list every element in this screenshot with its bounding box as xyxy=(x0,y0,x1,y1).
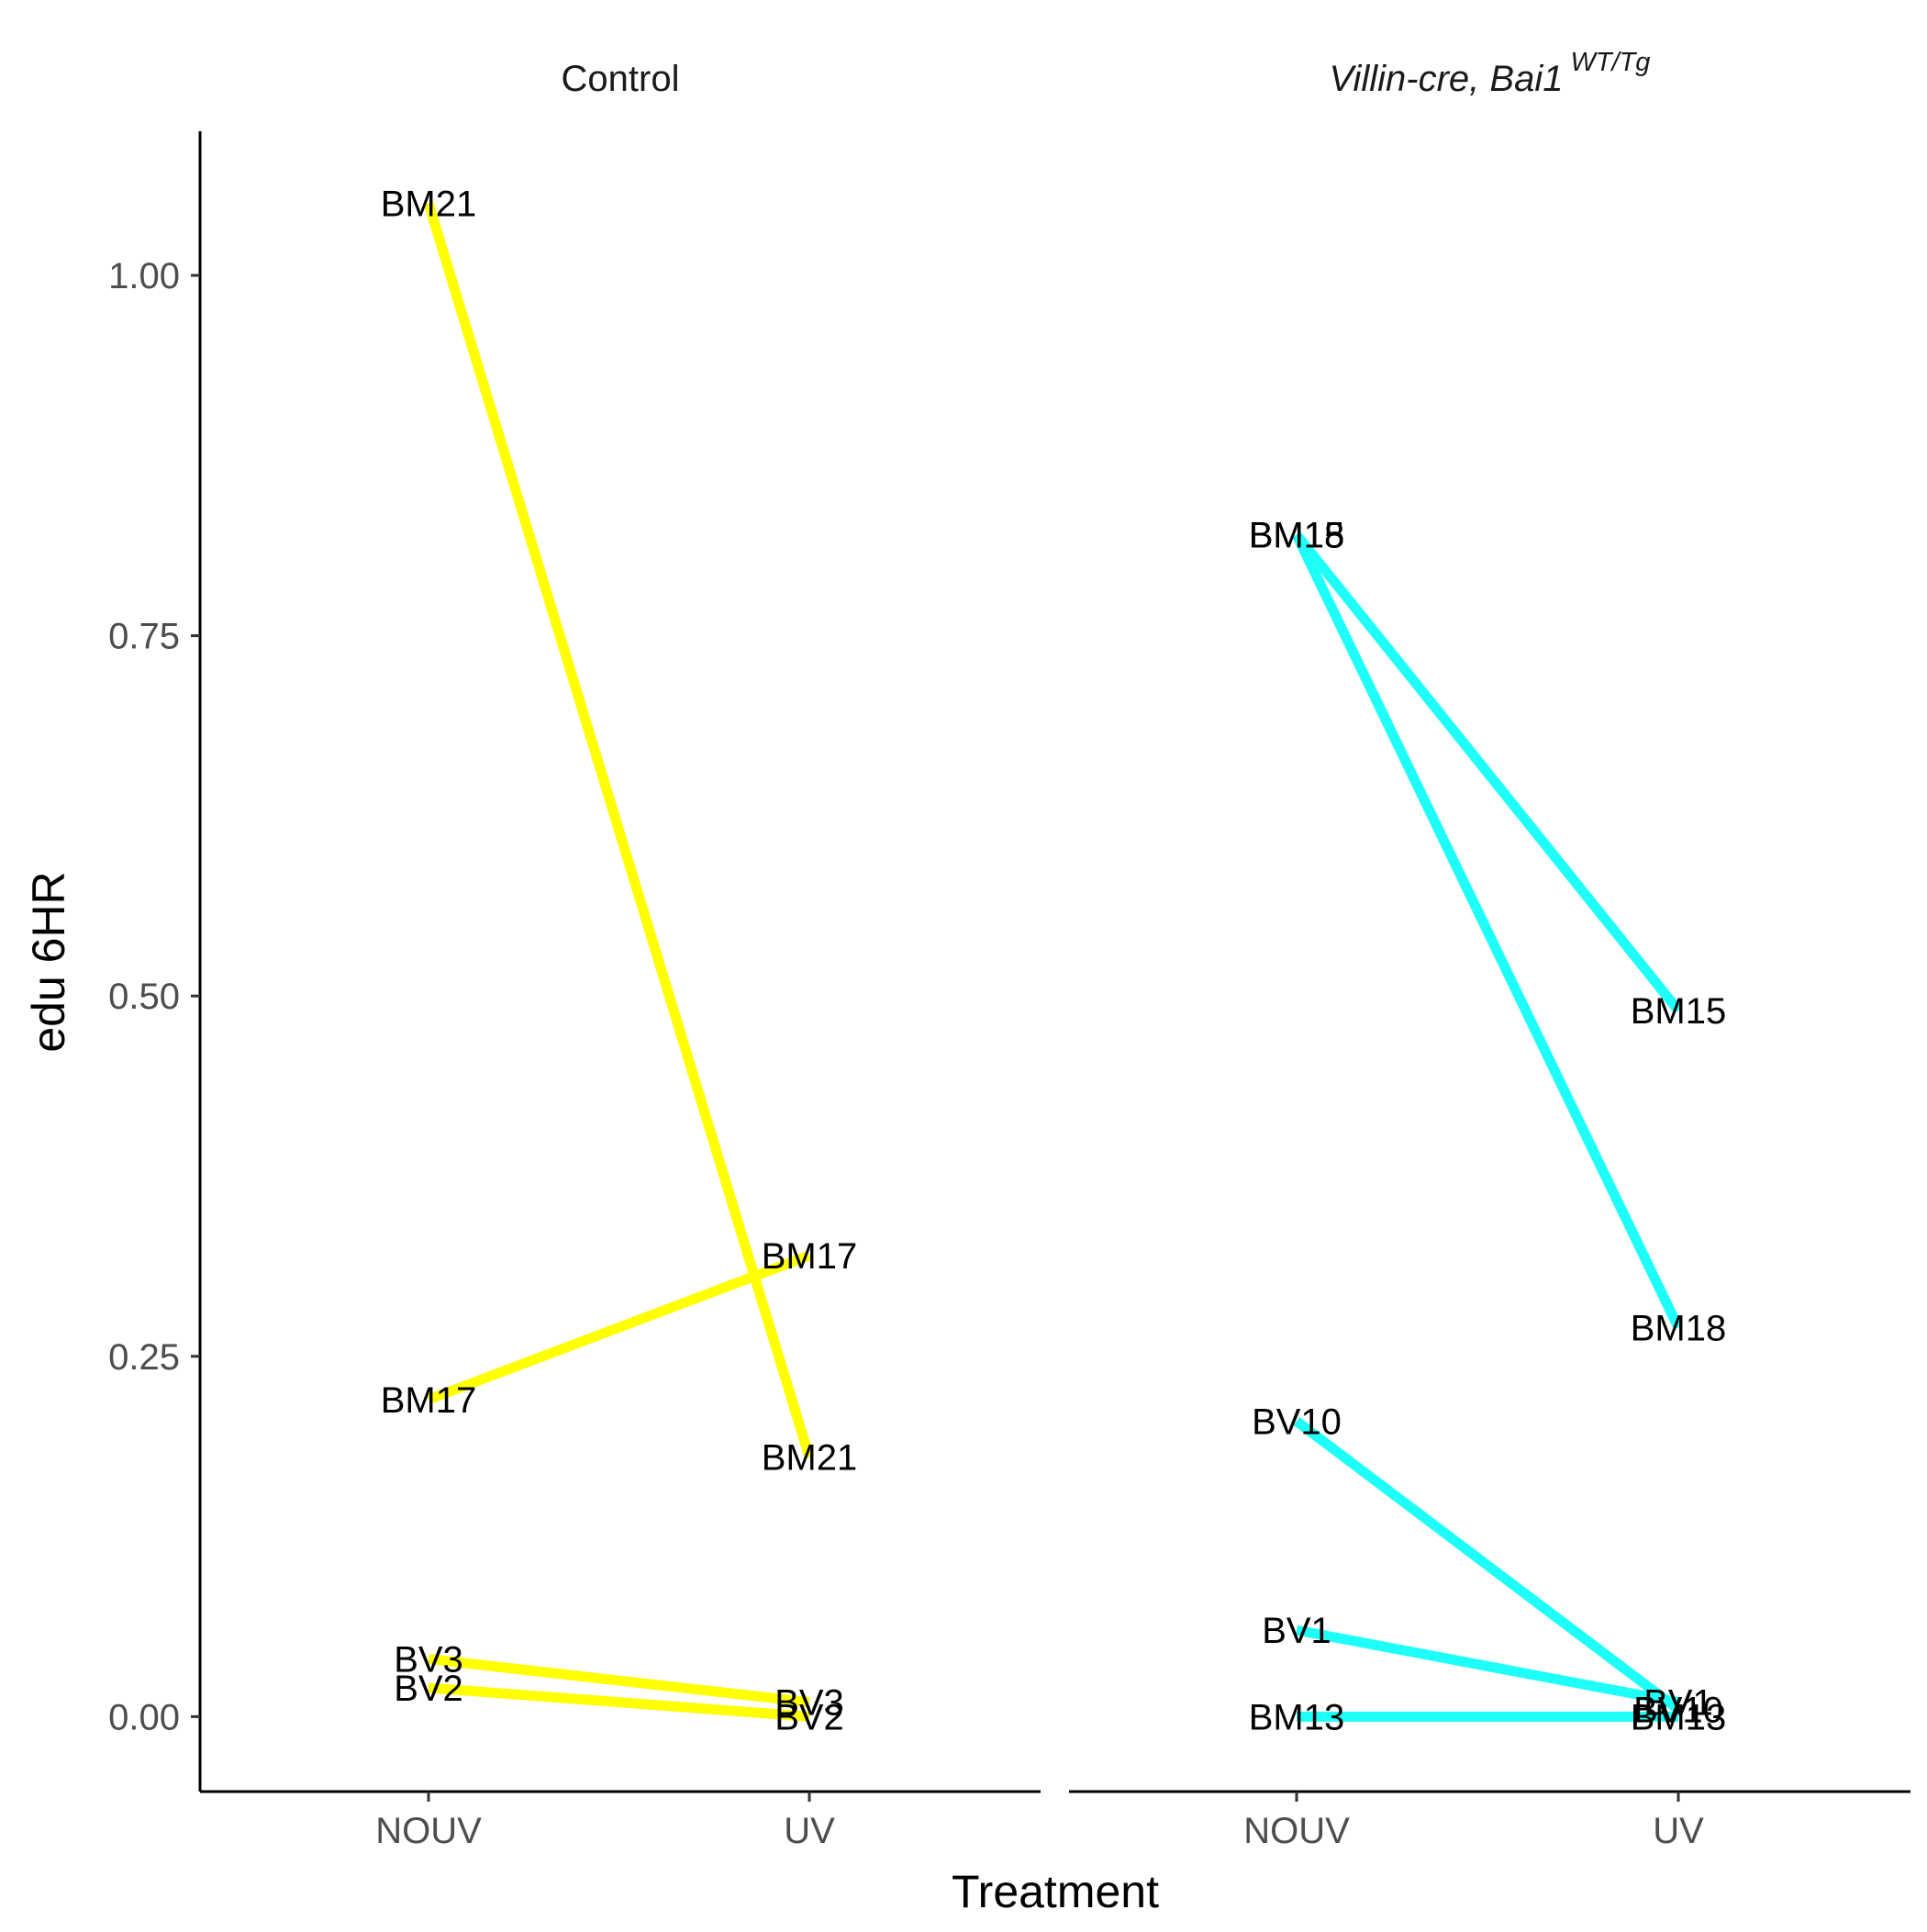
panel-title-main: Villin-cre, Bai1 xyxy=(1330,59,1564,99)
point-label-BV2: BV2 xyxy=(394,1669,463,1709)
x-tick-label: UV xyxy=(1653,1811,1704,1851)
y-tick-label: 0.25 xyxy=(108,1337,180,1378)
point-label-BV1: BV1 xyxy=(1643,1683,1713,1724)
point-label-BM15: BM15 xyxy=(1631,991,1727,1032)
series-line-BV1 xyxy=(1295,1625,1680,1708)
y-tick-label: 0.75 xyxy=(108,617,180,657)
y-axis-title: edu 6HR xyxy=(23,871,74,1052)
point-label-BM13: BM13 xyxy=(1249,1697,1345,1737)
series-line-BV2 xyxy=(428,1682,810,1722)
y-tick-label: 1.00 xyxy=(108,256,180,296)
x-axis-title: Treatment xyxy=(952,1866,1159,1917)
series-line-BV10 xyxy=(1293,1417,1682,1714)
point-label-BV3: BV3 xyxy=(394,1640,463,1681)
series-line-BM21 xyxy=(423,201,815,1459)
point-label-BV10: BV10 xyxy=(1633,1690,1723,1730)
x-tick-label: NOUV xyxy=(375,1811,482,1851)
panel-title-superscript: WT/Tg xyxy=(1570,48,1650,77)
x-tick-label: NOUV xyxy=(1243,1811,1350,1851)
point-label-BM18: BM18 xyxy=(1249,516,1345,556)
series-line-BV3 xyxy=(428,1654,810,1708)
series-lines xyxy=(1292,531,1683,1722)
point-label-BM17: BM17 xyxy=(381,1380,477,1421)
y-tick-label: 0.00 xyxy=(108,1697,180,1737)
point-label-BM21: BM21 xyxy=(762,1438,858,1479)
y-tick-label: 0.50 xyxy=(108,977,180,1017)
point-label-BV3: BV3 xyxy=(774,1683,844,1724)
point-label-BM21: BM21 xyxy=(381,184,477,225)
x-tick-label: UV xyxy=(784,1811,835,1851)
panel-2: NOUV UVBM15BM15BM18BM18BV10BV10BV1BV1BM13… xyxy=(1069,516,1910,1851)
point-label-BM15: BM15 xyxy=(1249,516,1345,556)
series-lines xyxy=(423,201,815,1722)
point-label-BM18: BM18 xyxy=(1631,1308,1727,1348)
series-line-BM15 xyxy=(1292,531,1683,1014)
panel-title: Control xyxy=(562,59,680,99)
point-label-BM13: BM13 xyxy=(1631,1697,1727,1737)
point-label-BV2: BV2 xyxy=(774,1697,844,1737)
point-label-BM17: BM17 xyxy=(762,1236,858,1277)
panel-title: Villin-cre, Bai1 WT/Tg xyxy=(1330,48,1651,99)
point-label-BV10: BV10 xyxy=(1252,1402,1342,1442)
series-line-BM18 xyxy=(1292,532,1683,1330)
series-line-BM17 xyxy=(427,1250,811,1405)
point-label-BV1: BV1 xyxy=(1262,1611,1331,1651)
